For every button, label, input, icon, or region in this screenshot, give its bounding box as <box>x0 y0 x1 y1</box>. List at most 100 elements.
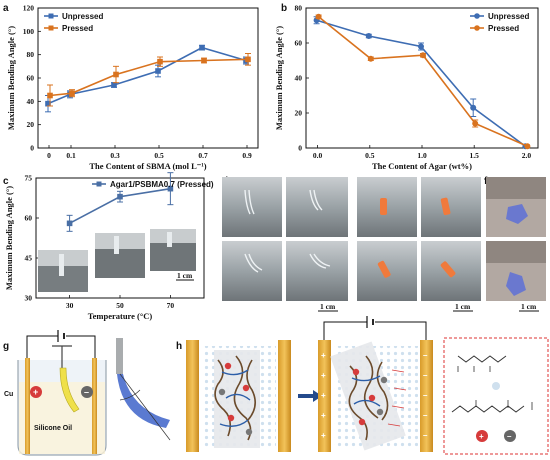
photo-e2 <box>421 177 481 237</box>
h-chains-blue-2 <box>351 375 381 407</box>
electrode-left <box>25 358 30 454</box>
photo-f2-top <box>486 241 546 263</box>
x-tick-label-a-5: 0.9 <box>242 151 252 160</box>
point-b-0-1 <box>365 33 372 39</box>
sample-f1 <box>506 204 528 224</box>
h-plate-left-2 <box>318 340 331 452</box>
point-a-1-1 <box>69 90 75 96</box>
h-anion-2a <box>380 376 388 384</box>
series-line-b-1 <box>318 16 528 147</box>
legend-label-a-0: Unpressed <box>62 12 103 21</box>
point-a-1-0 <box>47 92 53 99</box>
y-tick-label-b-1: 20 <box>295 109 303 118</box>
x-tick-label-c-2: 70 <box>167 301 175 310</box>
scale-label-d: 1 cm <box>320 302 336 311</box>
point-b-0-3 <box>470 104 477 111</box>
process-arrow-head <box>313 390 322 402</box>
y-tick-label-b-0: 0 <box>298 144 302 153</box>
h-cation-2b <box>368 394 376 402</box>
legend-marker-a-0 <box>48 13 54 19</box>
series-line-b-0 <box>316 19 526 147</box>
circuit-wire <box>26 335 96 358</box>
y-tick-label-c-2: 60 <box>25 214 33 223</box>
panel-label-h: h <box>176 341 182 352</box>
schematic-h: + + + + + – – – – – + – <box>186 316 549 455</box>
inset-photo-70-bg <box>150 229 196 243</box>
point-a-0-4 <box>199 44 205 51</box>
point-a-0-2 <box>111 82 117 88</box>
inset-sample-50 <box>114 236 119 254</box>
panel-label-g: g <box>3 341 9 352</box>
inset-photo-50-bg <box>95 233 145 249</box>
negative-symbol: – <box>84 387 89 397</box>
x-tick-label-a-3: 0.5 <box>154 151 164 160</box>
x-axis-title-c: Temperature (°C) <box>88 311 153 321</box>
y-tick-label-b-2: 40 <box>295 74 303 83</box>
point-a-1-3 <box>157 58 163 65</box>
sample-d4 <box>309 253 331 269</box>
h-plate-left-1 <box>186 340 199 452</box>
svg-text:+: + <box>321 371 326 380</box>
point-b-1-4 <box>524 143 531 150</box>
point-a-0-3 <box>155 68 161 74</box>
y-tick-label-b-3: 60 <box>295 39 303 48</box>
oil-molecule-icon <box>492 382 500 390</box>
schematic-g: + – Cu Silicone Oil <box>4 330 171 456</box>
photo-d2 <box>286 177 348 237</box>
inset-sample-30 <box>59 254 64 276</box>
electrode-right <box>92 358 97 454</box>
series-line-a-1 <box>49 58 249 97</box>
legend-marker-a-1 <box>48 25 54 31</box>
point-a-1-5 <box>245 56 251 63</box>
scale-label-e: 1 cm <box>455 302 471 311</box>
angle-arc <box>119 389 141 401</box>
gel-strip <box>59 367 80 413</box>
photo-panel-d: 1 cm <box>222 177 348 312</box>
siloxane-branches <box>457 366 491 372</box>
h-cation-2c <box>358 418 366 426</box>
svg-text:–: – <box>423 371 428 380</box>
legend-label-b-1: Pressed <box>488 24 519 33</box>
point-c-0-1 <box>117 193 123 200</box>
panel-label-a: a <box>3 3 9 14</box>
y-axis-title-b: Maximum Bending Angle (°) <box>274 26 284 130</box>
x-tick-label-a-0: 0 <box>47 151 51 160</box>
h-anion-1a <box>245 428 253 436</box>
scale-label-f: 1 cm <box>521 302 537 311</box>
photo-d3 <box>222 241 282 301</box>
panel-label-c: c <box>3 176 9 187</box>
h-cation-2a <box>352 368 360 376</box>
siloxane-structure <box>457 355 507 363</box>
svg-text:–: – <box>423 431 428 440</box>
legend-cation-icon <box>476 430 488 442</box>
legend-label-b-0: Unpressed <box>488 12 529 21</box>
svg-text:–: – <box>423 351 428 360</box>
point-b-1-2 <box>420 52 426 59</box>
y-axis-title-a: Maximum Bending Angle (°) <box>6 26 16 130</box>
point-a-1-2 <box>113 71 119 78</box>
sample-e4 <box>440 261 456 278</box>
h-plate-right-1 <box>278 340 291 452</box>
photo-d4 <box>286 241 348 301</box>
y-tick-label-c-0: 30 <box>25 294 33 303</box>
sample-f2 <box>506 272 526 296</box>
point-b-1-1 <box>367 55 374 62</box>
x-tick-label-c-1: 50 <box>116 301 124 310</box>
sbma-branches <box>475 400 533 410</box>
sample-d2 <box>309 189 323 211</box>
h-anion-1b <box>218 388 226 396</box>
negative-charge-icon <box>81 386 93 398</box>
point-b-1-0 <box>315 13 322 20</box>
x-tick-label-b-2: 1.0 <box>417 151 427 160</box>
y-tick-label-c-1: 45 <box>25 254 33 263</box>
x-axis-title-a: The Content of SBMA (mol L⁻¹) <box>89 161 206 171</box>
inset-sample-70 <box>167 232 172 247</box>
x-tick-label-a-1: 0.1 <box>66 151 76 160</box>
h-plus-signs: + + + + + – – – – – <box>321 351 428 440</box>
h-cation-1b <box>242 384 250 392</box>
positive-charge-icon <box>30 386 42 398</box>
h-plate-right-2 <box>420 340 433 452</box>
y-tick-label-a-0: 0 <box>30 144 34 153</box>
